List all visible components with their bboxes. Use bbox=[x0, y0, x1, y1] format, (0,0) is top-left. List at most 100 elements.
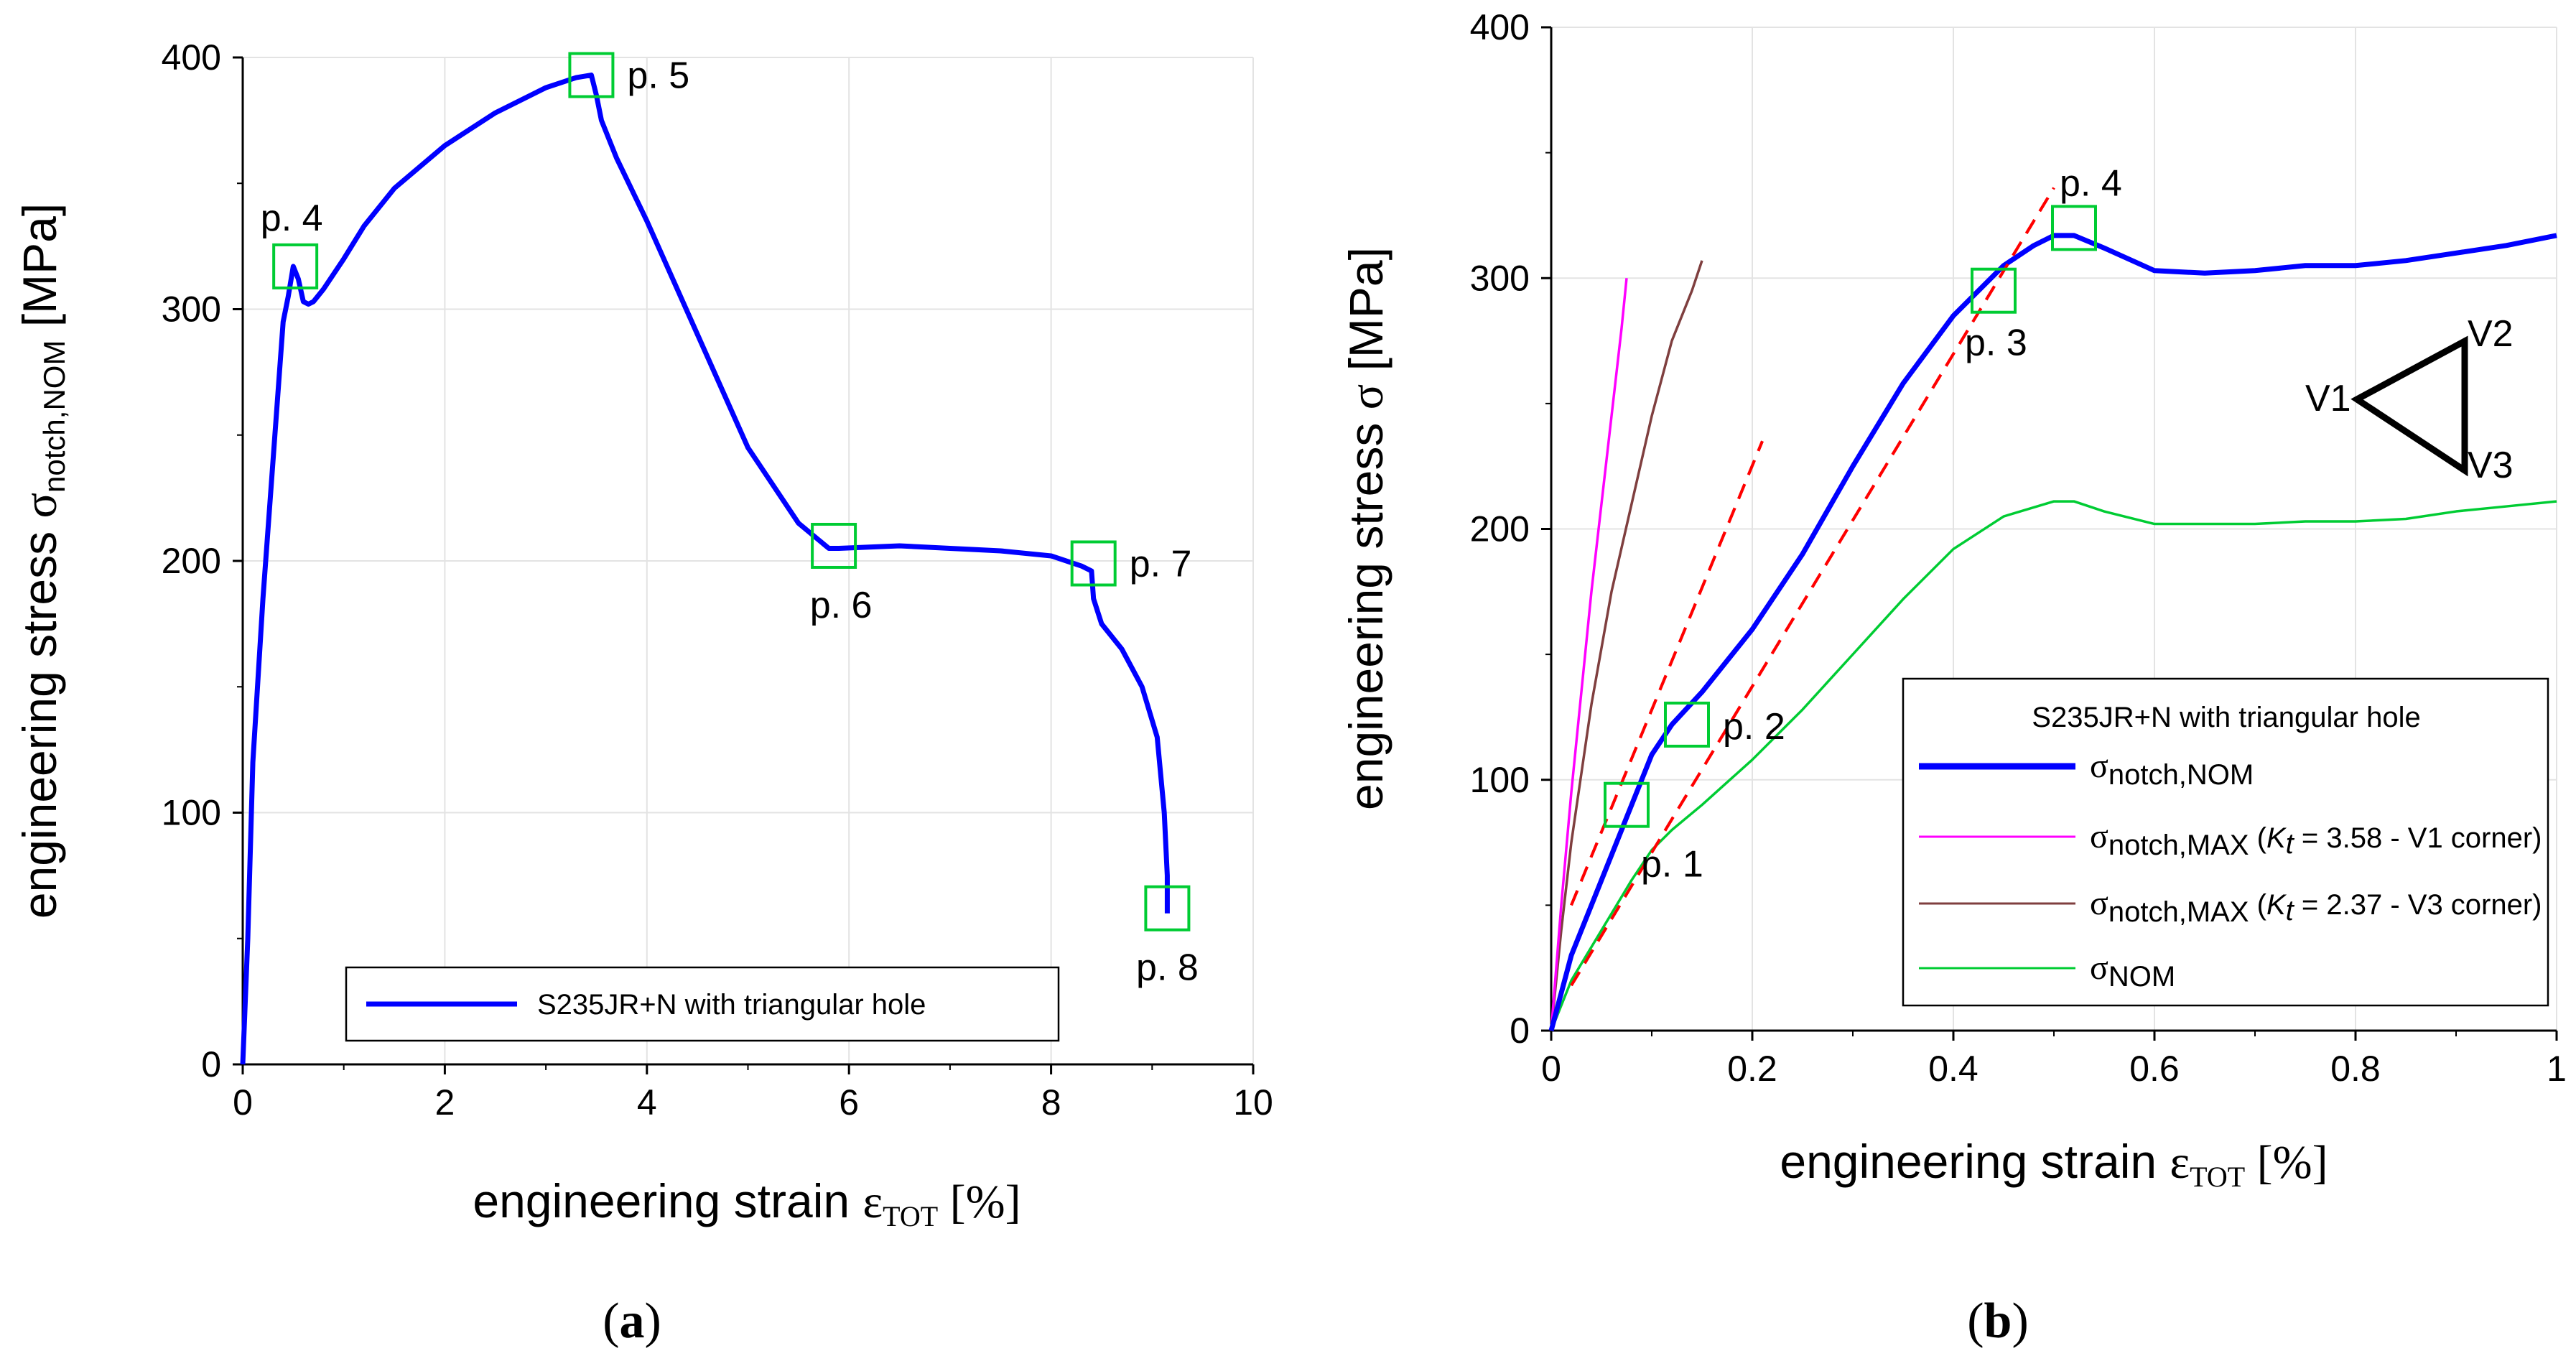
panel-label-b-letter: b bbox=[1984, 1293, 2012, 1349]
inset-label-v3: V3 bbox=[2468, 445, 2514, 486]
panel-label-a: (a) bbox=[603, 1293, 661, 1349]
chart-a-xlabel-sub: TOT bbox=[883, 1200, 938, 1232]
chart-a-ylabel-main: engineering stress bbox=[13, 519, 66, 919]
chart-a-series-0 bbox=[240, 73, 1170, 1065]
legend-pre-1: ( bbox=[2249, 822, 2267, 854]
legend-sub-0: notch,NOM bbox=[2108, 759, 2254, 791]
chart-b-legend-label-nom: σNOM bbox=[2090, 949, 2175, 993]
chart-b-ylabel-main: engineering stress bbox=[1339, 409, 1392, 810]
chart-a-annotations: p. 4 p. 5 p. 6 p. 7 p. 8 bbox=[261, 52, 1199, 989]
chart-b-xlabel: engineering strain εTOT [%] bbox=[1780, 1135, 2328, 1193]
chart-a-marker-label-1: p. 5 bbox=[627, 55, 689, 97]
chart-b-xtick-label: 0.6 bbox=[2129, 1049, 2180, 1089]
chart-b-ytick-label: 100 bbox=[1470, 760, 1530, 800]
legend-sym-0: σ bbox=[2090, 747, 2108, 785]
chart-b-legend-title: S235JR+N with triangular hole bbox=[2032, 702, 2420, 733]
chart-b-xtick-label: 0 bbox=[1541, 1049, 1561, 1089]
chart-b-ylabel-unit: [MPa] bbox=[1339, 247, 1392, 384]
chart-b-fit-line-overlay-0 bbox=[1570, 440, 1764, 906]
inset-label-v1: V1 bbox=[2305, 378, 2351, 419]
chart-b-series bbox=[1548, 187, 2557, 1031]
chart-a-xtick-label: 8 bbox=[1041, 1082, 1061, 1123]
chart-b-series-1 bbox=[1550, 278, 1628, 1031]
chart-b-marker-label-3: p. 4 bbox=[2060, 162, 2122, 204]
legend-kt-2: K bbox=[2266, 889, 2287, 921]
chart-b-marker-label-1: p. 2 bbox=[1723, 706, 1785, 748]
chart-a-xlabel: engineering strain εTOT [%] bbox=[473, 1174, 1020, 1232]
legend-post-1: = 3.58 - V1 corner) bbox=[2294, 822, 2542, 854]
chart-b-ytick-label: 0 bbox=[1510, 1011, 1530, 1051]
chart-a-ylabel-unit: [MPa] bbox=[13, 203, 66, 340]
chart-a-marker-1 bbox=[568, 52, 615, 98]
legend-sub-2: notch,MAX bbox=[2108, 896, 2249, 928]
chart-a-xtick-label: 0 bbox=[233, 1082, 253, 1123]
chart-b-ytick-label: 400 bbox=[1470, 7, 1530, 47]
chart-b-legend-label-max-v1: σnotch,MAX (Kt = 3.58 - V1 corner) bbox=[2090, 817, 2542, 861]
chart-a-series bbox=[240, 73, 1170, 1065]
chart-b-marker-1 bbox=[1664, 701, 1710, 748]
legend-kt-1: K bbox=[2266, 822, 2287, 854]
chart-a-xlabel-main: engineering strain bbox=[473, 1174, 862, 1227]
chart-a-legend-label: S235JR+N with triangular hole bbox=[537, 989, 926, 1021]
chart-a-xlabel-eps: ε bbox=[862, 1176, 883, 1228]
chart-b-marker-0 bbox=[1604, 781, 1650, 828]
chart-a-ytick-label: 0 bbox=[201, 1044, 221, 1084]
legend-sym-1: σ bbox=[2090, 817, 2108, 855]
chart-a-ytick-label: 400 bbox=[162, 37, 221, 78]
chart-b-ytick-label: 300 bbox=[1470, 258, 1530, 298]
chart-b-xlabel-main: engineering strain bbox=[1780, 1135, 2170, 1188]
chart-b-xlabel-unit: [%] bbox=[2245, 1136, 2328, 1189]
chart-a-marker-2 bbox=[811, 522, 857, 569]
chart-b-ticks: 0 0.2 0.4 0.6 0.8 1 0 100 200 300 400 bbox=[1470, 7, 2567, 1089]
chart-b-xtick-label: 0.4 bbox=[1928, 1049, 1979, 1089]
chart-a-xtick-label: 4 bbox=[637, 1082, 657, 1123]
triangle-hole-inset: V1 V2 V3 bbox=[2305, 313, 2514, 486]
chart-b-annotations: p. 1 p. 2 p. 3 p. 4 bbox=[1604, 162, 2122, 886]
chart-a-xtick-label: 6 bbox=[839, 1082, 859, 1123]
inset-label-v2: V2 bbox=[2468, 313, 2514, 355]
chart-a-ytick-label: 100 bbox=[162, 793, 221, 833]
legend-sub-1: notch,MAX bbox=[2108, 830, 2249, 861]
chart-a-marker-label-2: p. 6 bbox=[810, 585, 873, 626]
chart-b-marker-label-2: p. 3 bbox=[1965, 322, 2027, 364]
legend-ktsub-1: t bbox=[2286, 828, 2295, 860]
chart-a-ylabel-sub: notch,NOM bbox=[37, 340, 71, 493]
panel-label-b: (b) bbox=[1967, 1293, 2029, 1349]
chart-a-marker-0 bbox=[272, 243, 319, 289]
chart-a-grid bbox=[243, 57, 1254, 1064]
chart-b-marker-label-0: p. 1 bbox=[1641, 844, 1703, 886]
chart-b-fit-line-overlay-1 bbox=[1570, 187, 2055, 987]
chart-a-ylabel: engineering stress σnotch,NOM [MPa] bbox=[13, 203, 71, 919]
chart-b-ylabel: engineering stress σ [MPa] bbox=[1339, 247, 1393, 810]
chart-a-ytick-label: 300 bbox=[162, 289, 221, 330]
chart-a-xtick-label: 10 bbox=[1233, 1082, 1273, 1123]
chart-b-series-2 bbox=[1550, 260, 1703, 1031]
chart-b-xtick-label: 1 bbox=[2547, 1049, 2567, 1089]
chart-a-marker-label-0: p. 4 bbox=[261, 198, 323, 239]
chart-a-ytick-label: 200 bbox=[162, 541, 221, 581]
chart-b-xlabel-sub: TOT bbox=[2190, 1161, 2245, 1193]
chart-b-ytick-label: 200 bbox=[1470, 509, 1530, 549]
chart-a-xlabel-unit: [%] bbox=[938, 1176, 1020, 1228]
chart-a-marker-label-3: p. 7 bbox=[1130, 544, 1192, 585]
chart-b-xtick-label: 0.8 bbox=[2330, 1049, 2381, 1089]
legend-sym-3: σ bbox=[2090, 949, 2108, 987]
chart-b: 0 0.2 0.4 0.6 0.8 1 0 100 200 300 400 p. 1 p. 2 p. 3… bbox=[1339, 7, 2567, 1193]
chart-b-legend-label-max-v3: σnotch,MAX (Kt = 2.37 - V3 corner) bbox=[2090, 884, 2542, 928]
legend-sub-3: NOM bbox=[2108, 961, 2175, 993]
legend-post-2: = 2.37 - V3 corner) bbox=[2294, 889, 2542, 921]
chart-b-xtick-label: 0.2 bbox=[1727, 1049, 1777, 1089]
chart-b-xlabel-eps: ε bbox=[2170, 1136, 2190, 1189]
chart-b-marker-2 bbox=[1971, 267, 2017, 314]
chart-b-ylabel-sigma: σ bbox=[1341, 384, 1393, 410]
chart-a-marker-4 bbox=[1144, 885, 1191, 932]
panel-label-a-letter: a bbox=[620, 1293, 645, 1349]
chart-a-legend: S235JR+N with triangular hole bbox=[345, 966, 1060, 1042]
legend-sym-2: σ bbox=[2090, 884, 2108, 922]
chart-a-xtick-label: 2 bbox=[434, 1082, 455, 1123]
chart-a-marker-label-4: p. 8 bbox=[1136, 947, 1199, 989]
legend-pre-2: ( bbox=[2249, 889, 2267, 921]
